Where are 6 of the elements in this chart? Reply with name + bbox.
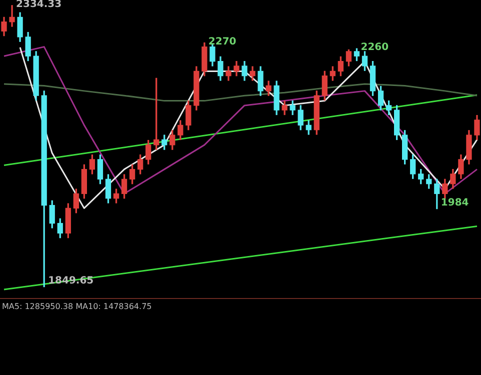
text: MA5: 1285950.38 MA10: 1478364.75 <box>0 298 481 314</box>
annotation: 2334.33 <box>16 0 62 10</box>
annotation: 2260 <box>360 42 389 54</box>
annotation: 2270 <box>208 36 236 48</box>
annotation: 1984 <box>440 197 469 208</box>
candlestick <box>9 5 15 27</box>
